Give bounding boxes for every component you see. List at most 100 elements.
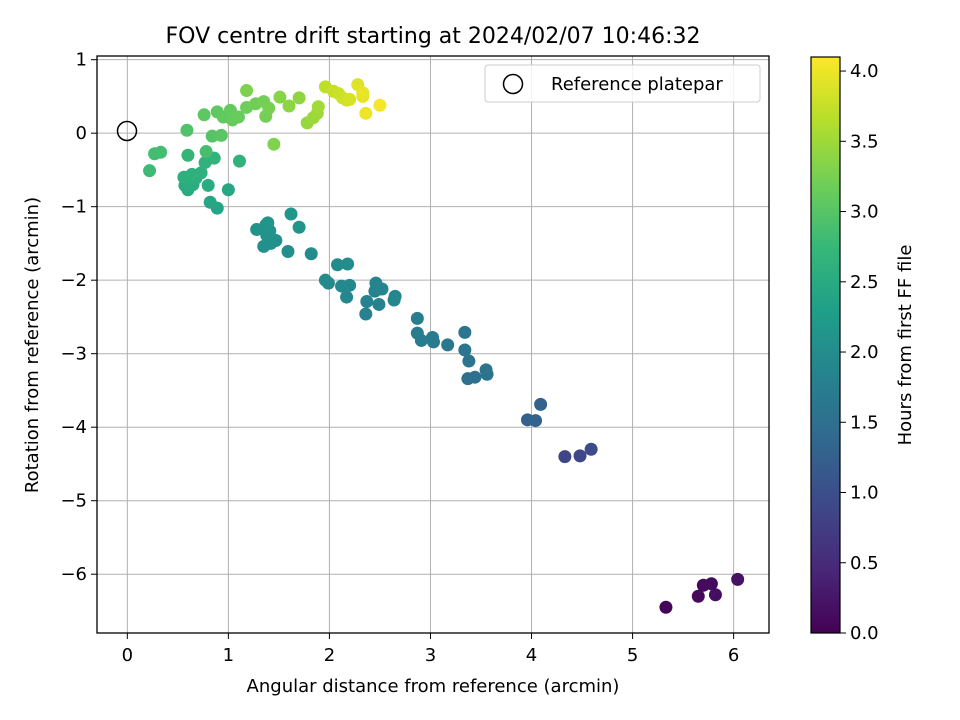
- y-axis-ticks: 1 0 −1 −2 −3 −4 −5 −6: [60, 50, 97, 585]
- scatter-point: [203, 195, 217, 209]
- scatter-point: [462, 354, 476, 368]
- y-tick-label: −2: [60, 270, 87, 291]
- scatter-point: [659, 600, 673, 614]
- x-tick-label: 1: [223, 645, 234, 666]
- legend: Reference platepar: [484, 64, 761, 103]
- scatter-point: [691, 589, 705, 603]
- scatter-point: [214, 128, 228, 142]
- x-axis-label: Angular distance from reference (arcmin): [247, 676, 620, 697]
- scatter-point: [221, 183, 235, 197]
- scatter-point: [284, 207, 298, 221]
- scatter-point: [194, 166, 208, 180]
- scatter-point: [331, 258, 345, 272]
- scatter-point: [731, 572, 745, 586]
- y-tick-label: −5: [60, 491, 87, 512]
- scatter-point: [267, 137, 281, 151]
- legend-marker: [502, 73, 524, 95]
- colorbar-tick-label: 1.5: [850, 412, 879, 433]
- scatter-point: [341, 257, 355, 271]
- scatter-point: [343, 92, 357, 106]
- scatter-point: [197, 108, 211, 122]
- x-axis-ticks: 0 1 2 3 4 5 6: [122, 633, 739, 666]
- x-tick-label: 0: [122, 645, 133, 666]
- colorbar-tick-label: 2.0: [850, 342, 879, 363]
- grid-lines: [97, 56, 769, 633]
- scatter-point: [340, 290, 354, 304]
- scatter-point: [375, 282, 389, 296]
- colorbar: 0.0 0.5 1.0 1.5 2.0 2.5 3.0 3.5 4.0 Hours from f…: [810, 56, 916, 644]
- scatter-point: [321, 276, 335, 290]
- scatter-point: [534, 397, 548, 411]
- scatter-point: [154, 145, 168, 159]
- scatter-point: [356, 86, 370, 100]
- scatter-point: [292, 91, 306, 105]
- scatter-point: [410, 311, 424, 325]
- scatter-point: [282, 99, 296, 113]
- colorbar-tick-label: 3.5: [850, 131, 879, 152]
- colorbar-ticks: 0.0 0.5 1.0 1.5 2.0 2.5 3.0 3.5 4.0: [840, 61, 879, 644]
- y-tick-label: 0: [76, 123, 87, 144]
- scatter-point: [261, 216, 275, 230]
- y-axis-label: Rotation from reference (arcmin): [22, 197, 43, 493]
- scatter-points: [143, 78, 745, 614]
- colorbar-tick-label: 4.0: [850, 61, 879, 82]
- scatter-point: [558, 450, 572, 464]
- scatter-point: [387, 293, 401, 307]
- scatter-point: [458, 325, 472, 339]
- colorbar-tick-label: 3.0: [850, 202, 879, 223]
- plot-frame: [96, 55, 770, 634]
- scatter-point: [441, 338, 455, 352]
- scatter-point: [281, 245, 295, 259]
- scatter-point: [262, 101, 276, 115]
- scatter-point: [458, 343, 472, 357]
- colorbar-tick-label: 1.0: [850, 483, 879, 504]
- scatter-point: [410, 326, 424, 340]
- scatter-point: [359, 307, 373, 321]
- scatter-point: [480, 367, 494, 381]
- scatter-point: [181, 148, 195, 162]
- y-tick-label: −6: [60, 564, 87, 585]
- scatter-point: [311, 100, 325, 114]
- x-tick-label: 2: [324, 645, 335, 666]
- scatter-point: [343, 278, 357, 292]
- x-tick-label: 4: [526, 645, 537, 666]
- scatter-point: [373, 98, 387, 112]
- scatter-point: [708, 588, 722, 602]
- legend-label: Reference platepar: [551, 74, 723, 95]
- x-tick-label: 3: [425, 645, 436, 666]
- colorbar-tick-label: 0.5: [850, 553, 879, 574]
- scatter-point: [427, 335, 441, 349]
- reference-platepar-marker: [116, 120, 138, 142]
- scatter-point: [360, 295, 374, 309]
- y-tick-label: −4: [60, 417, 87, 438]
- scatter-point: [232, 154, 246, 168]
- chart-title: FOV centre drift starting at 2024/02/07 …: [166, 24, 701, 49]
- scatter-point: [529, 414, 543, 428]
- scatter-point: [180, 123, 194, 137]
- y-tick-label: −3: [60, 344, 87, 365]
- scatter-point: [240, 84, 254, 98]
- scatter-point: [372, 297, 386, 311]
- scatter-point: [199, 145, 213, 159]
- scatter-point: [304, 247, 318, 261]
- colorbar-label: Hours from first FF file: [895, 245, 916, 446]
- colorbar-gradient: [810, 56, 841, 634]
- scatter-point: [273, 90, 287, 104]
- y-tick-label: 1: [76, 50, 87, 71]
- scatter-point: [573, 449, 587, 463]
- colorbar-tick-label: 2.5: [850, 272, 879, 293]
- legend-box: [484, 64, 761, 103]
- scatter-point: [143, 164, 157, 178]
- scatter-point: [584, 442, 598, 456]
- colorbar-tick-label: 0.0: [850, 623, 879, 644]
- x-tick-label: 6: [728, 645, 739, 666]
- scatter-point: [359, 106, 373, 120]
- x-tick-label: 5: [627, 645, 638, 666]
- scatter-point: [704, 577, 718, 591]
- scatter-point: [468, 370, 482, 384]
- scatter-point: [231, 110, 245, 124]
- scatter-point: [292, 220, 306, 234]
- y-tick-label: −1: [60, 197, 87, 218]
- scatter-point: [201, 178, 215, 192]
